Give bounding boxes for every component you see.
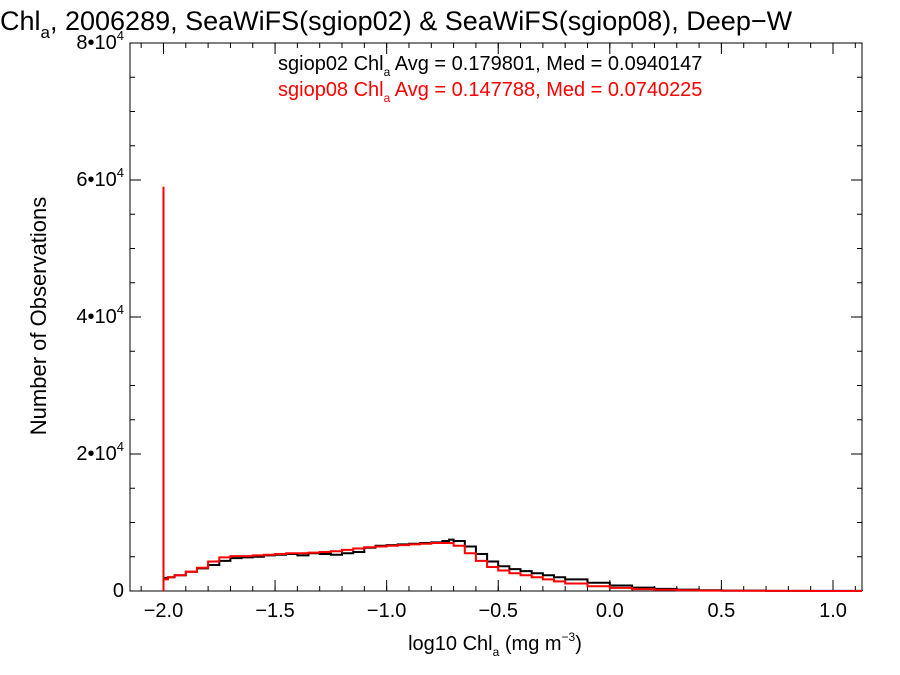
x-tick-label: −1.5 xyxy=(255,600,294,622)
x-tick-label: −1.0 xyxy=(367,600,406,622)
text-run: sgiop02 Chl xyxy=(278,53,384,75)
y-tick-base: 2•10 xyxy=(76,443,116,465)
text-run: ) xyxy=(575,633,582,655)
text-run: (mg m xyxy=(499,633,561,655)
text-run: sgiop08 Chl xyxy=(278,79,384,101)
y-tick-label: 2•104 xyxy=(76,439,124,465)
x-axis: −2.0 −1.5 −1.0 −0.5 0.0 0.5 1.0 xyxy=(140,43,856,622)
y-tick-label: 8•104 xyxy=(76,28,124,54)
legend-entry-sgiop08: sgiop08 Chla Avg = 0.147788, Med = 0.074… xyxy=(278,79,702,105)
text-run: Chl xyxy=(0,6,41,36)
legend-entry-sgiop02: sgiop02 Chla Avg = 0.179801, Med = 0.094… xyxy=(278,53,702,79)
x-tick-label: −2.0 xyxy=(144,600,183,622)
y-tick-base: 6•10 xyxy=(76,169,116,191)
y-tick-exponent: 4 xyxy=(117,165,124,180)
chart-title: Chla, 2006289, SeaWiFS(sgiop02) & SeaWiF… xyxy=(0,6,793,42)
y-tick-exponent: 4 xyxy=(117,302,124,317)
text-run: Avg = 0.179801, Med = 0.0940147 xyxy=(390,53,702,75)
text-run: Avg = 0.147788, Med = 0.0740225 xyxy=(390,79,702,101)
text-run: , 2006289, SeaWiFS(sgiop02) & SeaWiFS(sg… xyxy=(50,6,793,36)
x-axis-label: log10 Chla (mg m−3) xyxy=(408,630,582,659)
text-run: −3 xyxy=(562,630,576,644)
x-tick-label: 0.5 xyxy=(707,600,735,622)
y-tick-base: 0 xyxy=(113,580,124,602)
y-axis-label: Number of Observations xyxy=(26,197,51,435)
text-run: log10 Chl xyxy=(408,633,493,655)
y-tick-base: 4•10 xyxy=(76,306,116,328)
plot-frame xyxy=(129,42,863,592)
text-run: a xyxy=(384,65,391,79)
y-tick-exponent: 4 xyxy=(117,28,124,43)
text-run: a xyxy=(41,23,51,42)
y-tick-label: 4•104 xyxy=(76,302,124,328)
x-tick-label: 0.0 xyxy=(596,600,624,622)
y-tick-base: 8•10 xyxy=(76,32,116,54)
y-tick-exponent: 4 xyxy=(117,439,124,454)
series-line-sgiop08 xyxy=(162,186,862,592)
plot-border xyxy=(129,42,863,592)
x-tick-label: −0.5 xyxy=(478,600,517,622)
y-tick-label: 0 xyxy=(113,580,124,602)
legend: sgiop02 Chla Avg = 0.179801, Med = 0.094… xyxy=(278,53,702,105)
x-tick-label: 1.0 xyxy=(819,600,847,622)
text-run: a xyxy=(493,645,500,659)
series-layer xyxy=(162,186,863,592)
text-run: a xyxy=(384,91,391,105)
y-tick-label: 6•104 xyxy=(76,165,124,191)
